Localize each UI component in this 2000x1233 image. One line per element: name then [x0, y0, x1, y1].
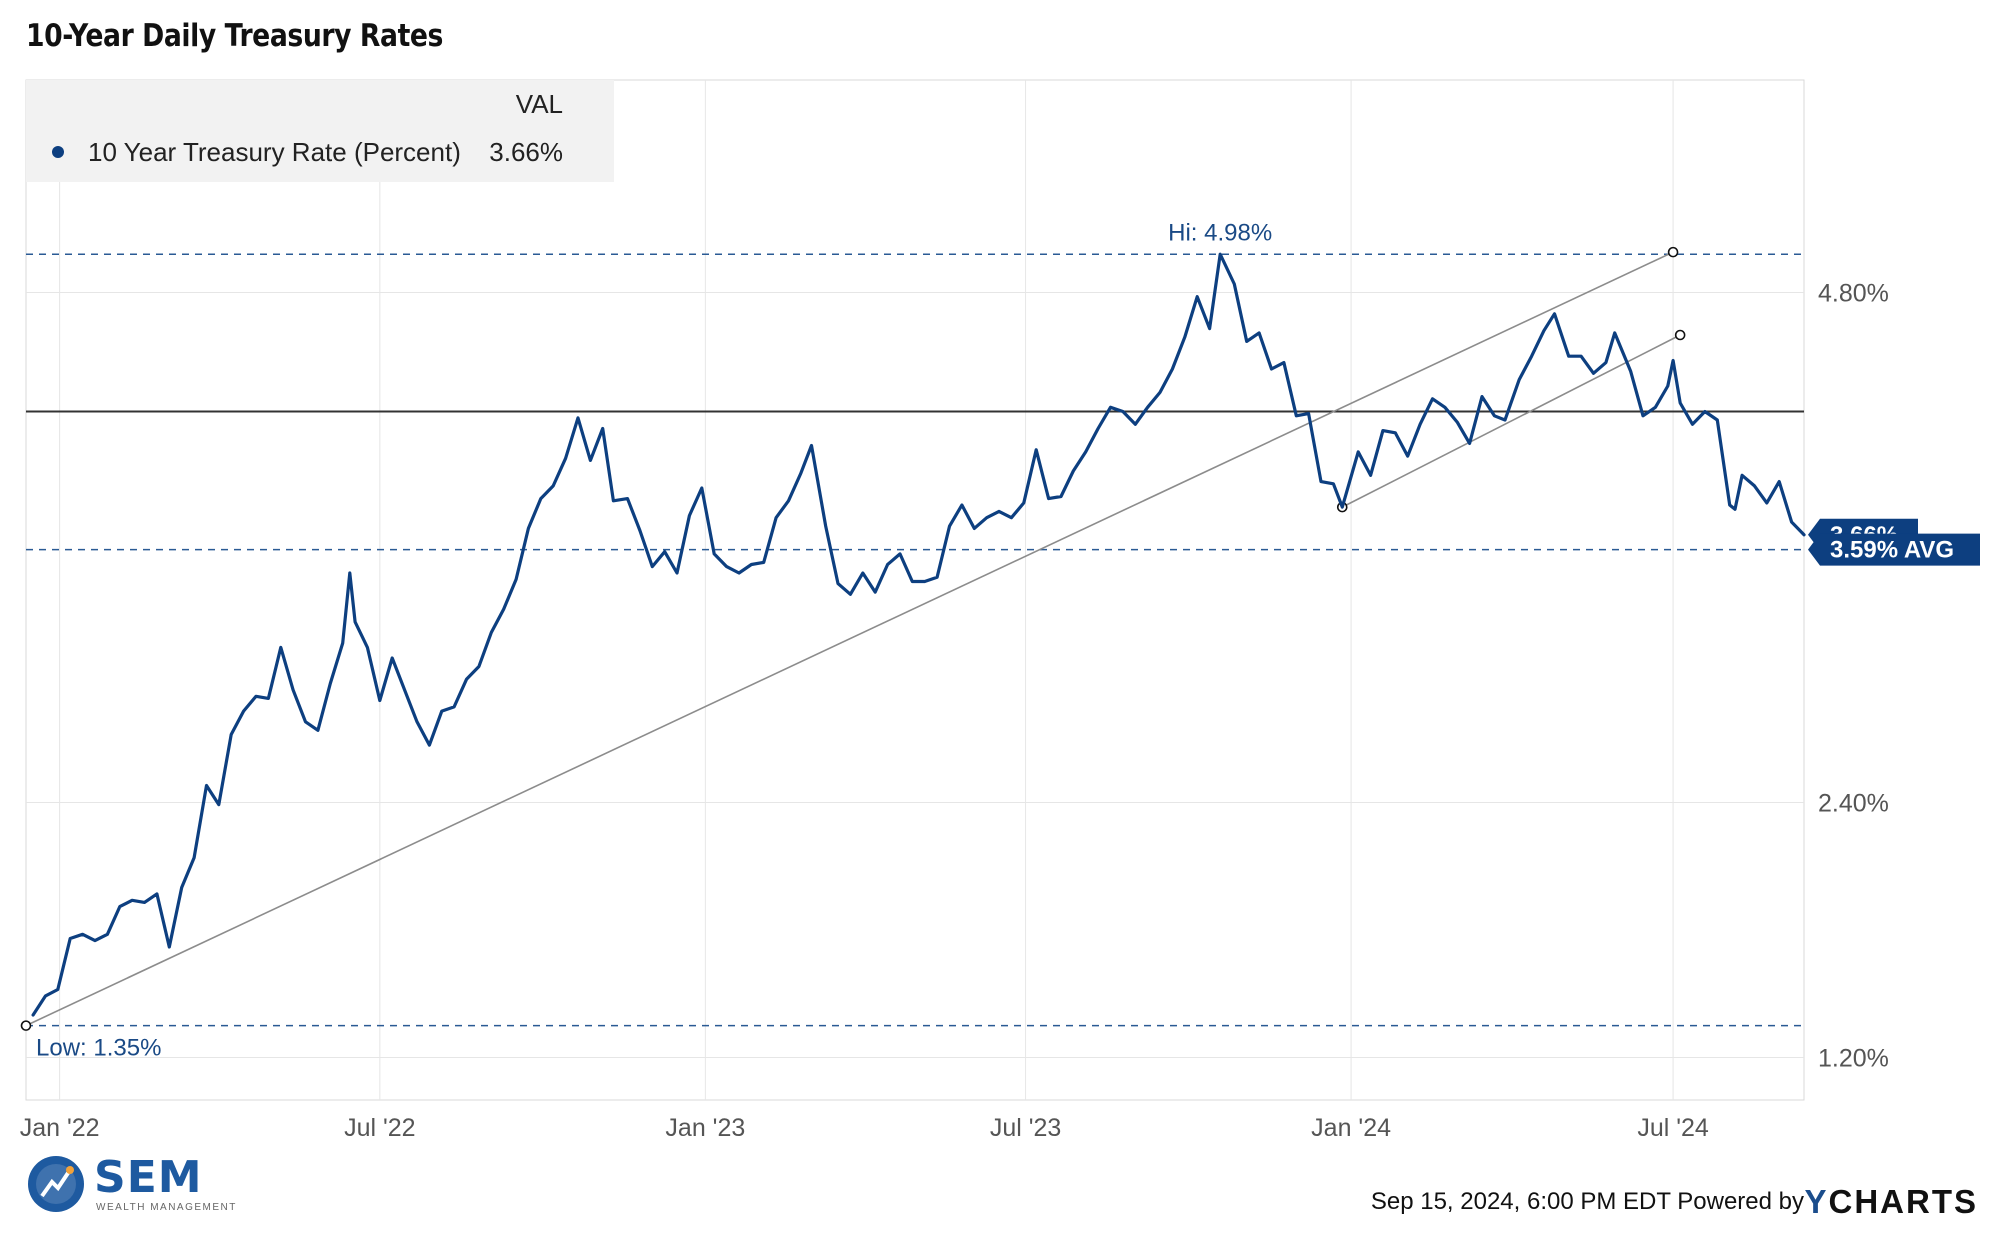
sem-logo-name: SEM [94, 1152, 203, 1203]
x-tick-label: Jan '24 [1311, 1114, 1391, 1142]
x-tick-label: Jul '23 [990, 1114, 1061, 1142]
ycharts-logo[interactable]: YCHARTS [1804, 1183, 1978, 1221]
annotation-layer: Hi: 4.98%Low: 1.35%3.66%3.59% AVG [36, 219, 1980, 1062]
legend: VAL 10 Year Treasury Rate (Percent) 3.66% [26, 80, 614, 182]
legend-series-name: 10 Year Treasury Rate (Percent) [88, 137, 461, 167]
high-label: Hi: 4.98% [1168, 219, 1272, 246]
x-tick-label: Jan '22 [20, 1114, 100, 1142]
x-tick-label: Jan '23 [665, 1114, 745, 1142]
plot-frame [25, 79, 1805, 1101]
x-tick-label: Jul '24 [1637, 1114, 1709, 1142]
sem-logo-subtitle: WEALTH MANAGEMENT [96, 1202, 237, 1213]
y-tick-label: 2.40% [1818, 790, 1889, 818]
legend-box [26, 80, 614, 182]
legend-header: VAL [516, 89, 563, 119]
grid-layer: Jan '22 Jul '22 Jan '23 Jul '23 Jan '24 Jul '… [20, 79, 1889, 1142]
series-layer [31, 252, 1806, 1017]
sem-logo-icon [22, 1152, 222, 1216]
average-value-tag: 3.59% AVG [1830, 537, 1954, 564]
y-tick-label: 4.80% [1818, 280, 1889, 308]
x-tick-label: Jul '22 [344, 1114, 415, 1142]
trendline-handle [1667, 246, 1679, 258]
footer-timestamp: Sep 15, 2024, 6:00 PM EDT Powered by [1370, 1188, 1804, 1215]
y-tick-label: 1.20% [1818, 1045, 1889, 1073]
trendline [25, 251, 1674, 1027]
average-value-tag-bg [1808, 533, 1980, 566]
trendline [1341, 334, 1681, 508]
trendline-handle [1674, 329, 1686, 341]
series-line-10y-treasury [31, 252, 1806, 1017]
ycharts-logo-text: CHARTS [1828, 1183, 1978, 1220]
ycharts-logo-y: Y [1804, 1183, 1829, 1220]
reference-lines [20, 246, 1804, 1031]
chart-title: 10-Year Daily Treasury Rates [26, 18, 443, 54]
trendline-handle [20, 1020, 32, 1031]
legend-series-marker [52, 146, 64, 158]
low-label: Low: 1.35% [36, 1035, 161, 1062]
legend-series-value: 3.66% [489, 137, 563, 167]
